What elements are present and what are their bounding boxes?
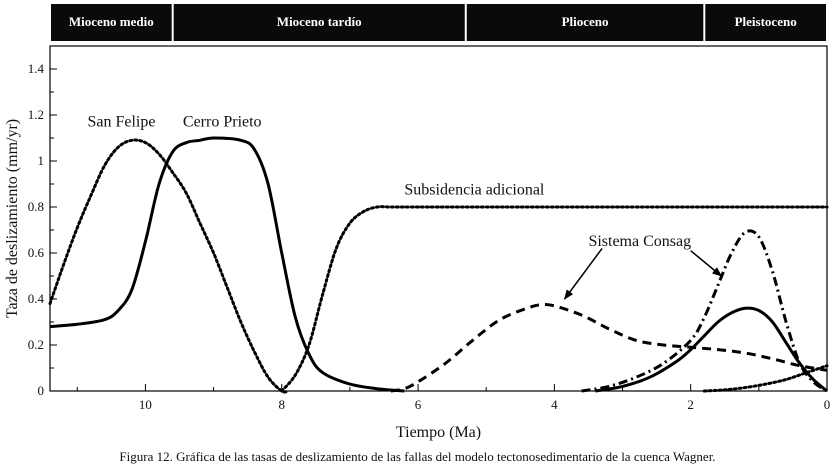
epoch-label: Mioceno medio — [69, 14, 154, 29]
x-tick-label: 8 — [278, 397, 285, 412]
series-line-0 — [48, 138, 291, 394]
data-series — [48, 136, 829, 394]
y-tick-label: 0.4 — [28, 291, 45, 306]
epoch-band — [466, 4, 704, 41]
epoch-label: Mioceno tardío — [277, 14, 362, 29]
series-line-2 — [280, 205, 829, 393]
series-line-3 — [390, 302, 828, 393]
y-tick-label: 0.2 — [28, 337, 44, 352]
epoch-band — [51, 4, 172, 41]
x-axis-label: Tiempo (Ma) — [396, 424, 481, 441]
y-tick-label: 0.8 — [28, 199, 44, 214]
x-tick-label: 2 — [687, 397, 694, 412]
x-tick-label: 0 — [824, 397, 831, 412]
annotation-label: Cerro Prieto — [183, 114, 262, 131]
x-tick-label: 10 — [139, 397, 152, 412]
epoch-label: Plioceno — [562, 14, 609, 29]
series-line-6 — [702, 364, 829, 393]
annotations: San Felipe Cerro Prieto Subsidencia adicio… — [87, 114, 723, 300]
annotation-label: Subsidencia adicional — [404, 181, 545, 198]
axis-ticks: 0 0.2 0.4 0.6 0.8 1 1.2 1.4 10 8 6 4 2 0 — [28, 61, 831, 412]
y-tick-label: 1.2 — [28, 107, 44, 122]
epoch-band — [173, 4, 465, 41]
y-tick-label: 1.4 — [28, 61, 45, 76]
epoch-label: Pleistoceno — [735, 14, 797, 29]
annotation-label: Sistema Consag — [588, 233, 691, 250]
y-tick-label: 0 — [38, 383, 45, 398]
series-line-4 — [581, 229, 828, 393]
annotation-arrow — [563, 247, 603, 300]
plot-area — [49, 45, 828, 392]
figure-caption: Figura 12. Gráfica de las tasas de desli… — [119, 449, 716, 464]
epoch-bands: Mioceno medio Mioceno tardío Plioceno Pleis… — [51, 4, 826, 41]
annotation-label: San Felipe — [87, 114, 155, 131]
plot-frame — [49, 45, 828, 392]
annotation-arrow — [690, 250, 723, 277]
series-line-5 — [595, 306, 828, 393]
series-line-1 — [49, 136, 405, 393]
y-tick-label: 0.6 — [28, 245, 45, 260]
x-tick-label: 4 — [551, 397, 558, 412]
x-tick-label: 6 — [415, 397, 422, 412]
y-axis-label: Taza de deslizamiento (mm/yr) — [4, 119, 21, 318]
y-tick-label: 1 — [38, 153, 45, 168]
epoch-band — [705, 4, 826, 41]
